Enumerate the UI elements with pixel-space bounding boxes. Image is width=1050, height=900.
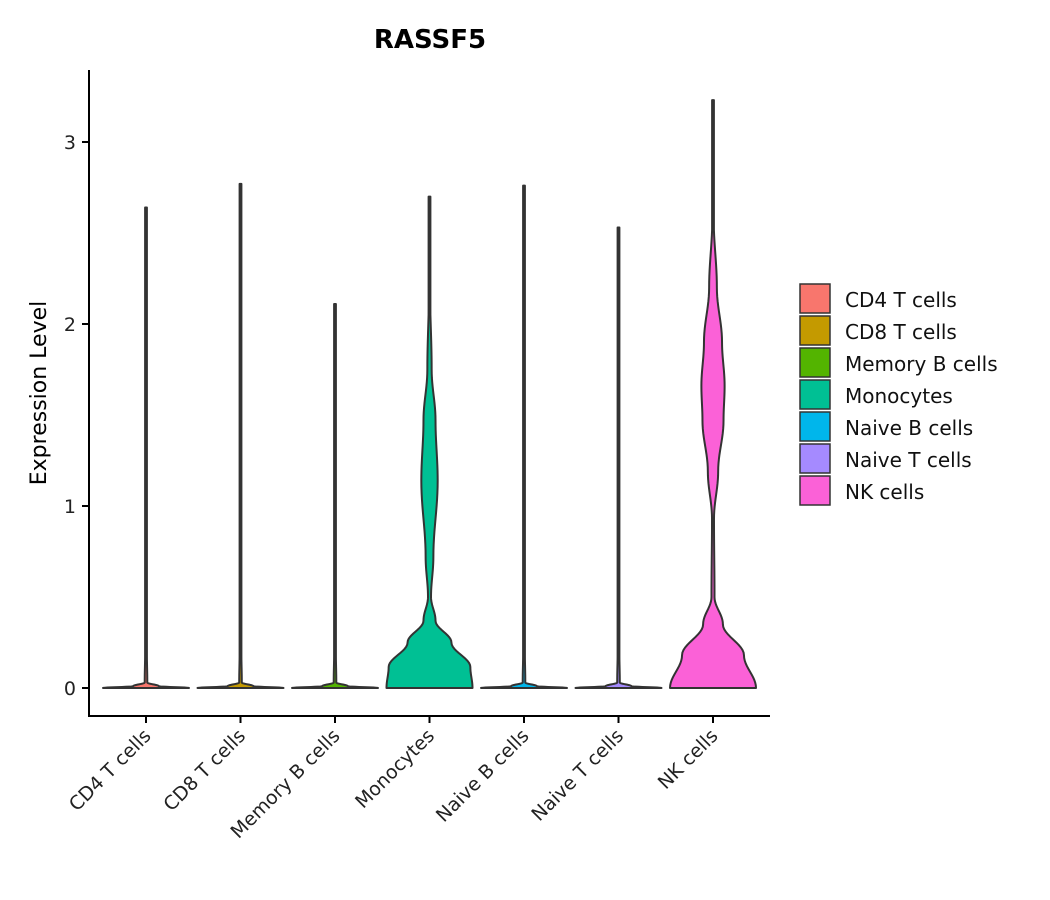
y-tick-label: 1 [64,496,76,518]
violin-naive-b-cells [480,184,568,689]
violins [102,99,757,689]
legend: CD4 T cells CD8 T cells Memory B cells Mono… [799,283,998,506]
legend-key [799,347,831,378]
x-tick-label: CD8 T cells [159,725,250,816]
legend-label: Memory B cells [845,352,998,376]
violin-cd4-t-cells [102,206,190,689]
y-tick-label: 0 [64,678,76,700]
legend-key [799,315,831,346]
violin-monocytes [385,195,474,689]
legend-label: Naive B cells [845,416,973,440]
legend-key [799,283,831,314]
y-axis-title: Expression Level [27,301,52,486]
legend-label: Naive T cells [845,448,972,472]
x-tick-label: Naive B cells [432,725,534,827]
violin-nk-cells [669,99,757,689]
y-ticks: 0 1 2 3 [64,132,89,700]
chart-title: RASSF5 [374,25,486,55]
legend-label: Monocytes [845,384,953,408]
x-tick-label: CD4 T cells [65,725,156,816]
legend-label: CD8 T cells [845,320,957,344]
legend-key [799,411,831,442]
violin-memory-b-cells [291,302,379,689]
y-tick-label: 2 [64,314,76,336]
legend-key [799,475,831,506]
legend-label: CD4 T cells [845,288,957,312]
legend-label: NK cells [845,480,924,504]
x-tick-label: NK cells [654,725,723,794]
x-tick-label: Monocytes [351,725,439,813]
violin-cd8-t-cells [196,182,285,689]
violin-naive-t-cells [574,226,663,689]
legend-key [799,443,831,474]
legend-key [799,379,831,410]
x-tick-label: Naive T cells [527,725,628,826]
y-tick-label: 3 [64,132,76,154]
